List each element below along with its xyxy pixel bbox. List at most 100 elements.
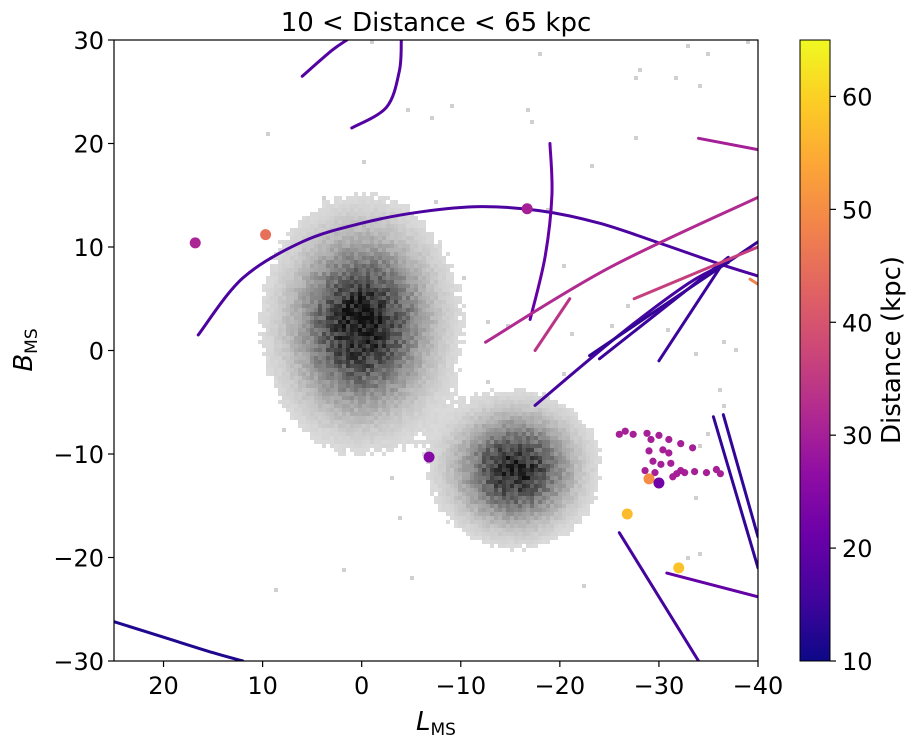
density-cell: [402, 448, 406, 452]
density-cell: [358, 260, 362, 264]
density-cell: [558, 508, 562, 512]
density-cell: [422, 296, 426, 300]
density-cell: [426, 280, 430, 284]
density-cell: [530, 472, 534, 476]
density-cell: [334, 292, 338, 296]
density-cell: [418, 412, 422, 416]
density-cell: [270, 352, 274, 356]
density-cell: [454, 496, 458, 500]
density-cell: [566, 532, 570, 536]
density-cell: [338, 224, 342, 228]
density-cell: [378, 436, 382, 440]
density-cell: [362, 452, 366, 456]
density-cell: [530, 464, 534, 468]
density-cell: [406, 272, 410, 276]
density-cell: [366, 376, 370, 380]
density-cell: [406, 264, 410, 268]
density-cell: [422, 396, 426, 400]
density-cell: [406, 420, 410, 424]
density-cell: [418, 328, 422, 332]
density-cell: [322, 280, 326, 284]
density-cell: [378, 372, 382, 376]
density-cell: [402, 424, 406, 428]
density-cell: [546, 536, 550, 540]
density-cell: [578, 520, 582, 524]
data-point: [260, 229, 272, 241]
density-cell: [466, 464, 470, 468]
density-cell: [338, 304, 342, 308]
density-cell: [478, 508, 482, 512]
density-cell: [734, 348, 738, 352]
density-cell: [294, 280, 298, 284]
density-cell: [546, 460, 550, 464]
density-cell: [438, 356, 442, 360]
density-cell: [374, 224, 378, 228]
density-cell: [494, 492, 498, 496]
density-cell: [302, 364, 306, 368]
density-cell: [310, 412, 314, 416]
density-cell: [430, 424, 434, 428]
density-cell: [446, 384, 450, 388]
density-cell: [518, 504, 522, 508]
density-cell: [314, 300, 318, 304]
density-cell: [322, 252, 326, 256]
density-cell: [390, 444, 394, 448]
density-cell: [342, 260, 346, 264]
density-cell: [562, 484, 566, 488]
density-cell: [446, 272, 450, 276]
density-cell: [366, 196, 370, 200]
density-cell: [466, 428, 470, 432]
density-cell: [426, 264, 430, 268]
density-cell: [414, 364, 418, 368]
density-cell: [506, 516, 510, 520]
density-cell: [582, 496, 586, 500]
density-cell: [446, 296, 450, 300]
density-cell: [438, 372, 442, 376]
density-cell: [350, 280, 354, 284]
density-cell: [382, 308, 386, 312]
density-cell: [306, 344, 310, 348]
density-cell: [266, 368, 270, 372]
density-cell: [418, 224, 422, 228]
density-cell: [342, 404, 346, 408]
density-cell: [698, 444, 702, 448]
density-cell: [530, 420, 534, 424]
density-cell: [350, 300, 354, 304]
density-cell: [326, 276, 330, 280]
density-cell: [462, 488, 466, 492]
density-cell: [410, 328, 414, 332]
density-cell: [558, 492, 562, 496]
density-cell: [510, 488, 514, 492]
density-cell: [546, 496, 550, 500]
density-cell: [510, 524, 514, 528]
density-cell: [578, 420, 582, 424]
density-cell: [410, 380, 414, 384]
density-cell: [370, 300, 374, 304]
stream-track: [617, 531, 701, 661]
density-cell: [286, 288, 290, 292]
density-cell: [434, 372, 438, 376]
density-cell: [406, 284, 410, 288]
density-cell: [470, 440, 474, 444]
density-cell: [430, 268, 434, 272]
density-cell: [430, 408, 434, 412]
density-cell: [290, 360, 294, 364]
density-cell: [374, 244, 378, 248]
density-cell: [342, 284, 346, 288]
density-cell: [290, 340, 294, 344]
density-cell: [422, 424, 426, 428]
density-cell: [270, 280, 274, 284]
density-cell: [358, 240, 362, 244]
density-cell: [370, 316, 374, 320]
density-cell: [274, 364, 278, 368]
density-cell: [370, 332, 374, 336]
density-cell: [438, 344, 442, 348]
density-cell: [362, 404, 366, 408]
density-cell: [370, 276, 374, 280]
density-cell: [510, 452, 514, 456]
density-cell: [302, 220, 306, 224]
density-cell: [334, 204, 338, 208]
density-cell: [514, 488, 518, 492]
density-cell: [502, 480, 506, 484]
density-cell: [290, 384, 294, 388]
